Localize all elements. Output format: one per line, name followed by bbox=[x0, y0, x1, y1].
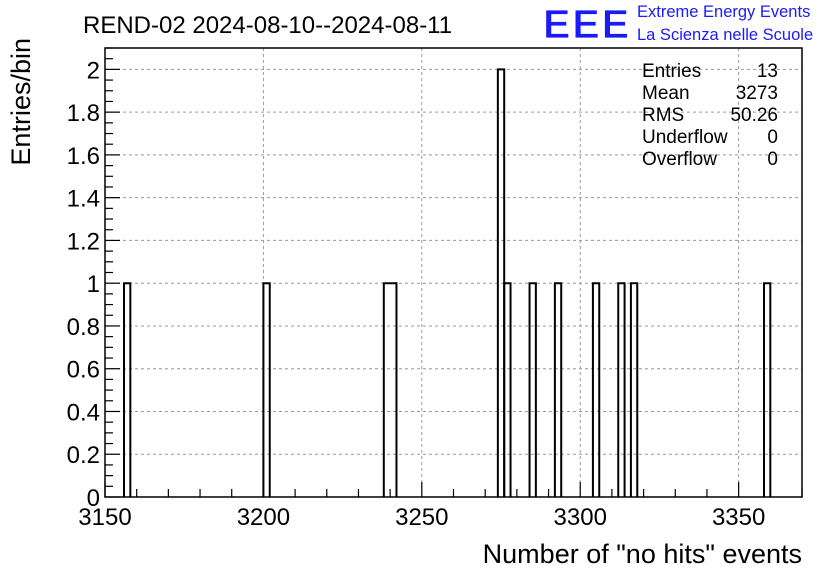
stats-rms-label: RMS bbox=[642, 105, 684, 126]
histogram-bars bbox=[123, 68, 772, 497]
y-tick-label: 1.6 bbox=[67, 143, 100, 170]
axes bbox=[104, 47, 803, 498]
y-tick-label: 0.8 bbox=[67, 314, 100, 341]
y-tick-label: 1 bbox=[87, 271, 100, 298]
histogram-bin bbox=[528, 282, 537, 497]
x-axis-label: Number of "no hits" events bbox=[483, 539, 802, 569]
chart-title: REND-02 2024-08-10--2024-08-11 bbox=[83, 12, 452, 39]
y-tick-label: 0.2 bbox=[67, 442, 100, 469]
stats-entries-value: 13 bbox=[757, 61, 778, 82]
x-tick-label: 3200 bbox=[237, 504, 290, 531]
y-tick-label: 1.4 bbox=[67, 186, 100, 213]
stats-mean-value: 3273 bbox=[736, 83, 778, 104]
histogram-bin bbox=[553, 282, 563, 497]
histogram-bin bbox=[629, 282, 639, 497]
y-tick-label: 0 bbox=[87, 485, 100, 512]
y-axis-label: Entries/bin bbox=[6, 38, 36, 166]
stats-overflow-value: 0 bbox=[767, 149, 778, 170]
eee-logo-mark: EEE bbox=[543, 1, 631, 47]
eee-logo: EEE Extreme Energy Events La Scienza nel… bbox=[543, 1, 814, 48]
x-tick-label: 3250 bbox=[395, 504, 448, 531]
histogram-bin bbox=[262, 282, 271, 497]
stats-box: Entries 13 Mean 3273 RMS 50.26 Underflow… bbox=[642, 61, 778, 170]
grid-lines bbox=[104, 48, 802, 497]
stats-mean-label: Mean bbox=[642, 83, 690, 104]
x-tick-label: 3300 bbox=[554, 504, 607, 531]
y-tick-label: 0.6 bbox=[67, 357, 100, 384]
stats-underflow-label: Underflow bbox=[642, 127, 728, 148]
x-tick-label: 3150 bbox=[78, 504, 131, 531]
x-tick-label: 3350 bbox=[712, 504, 765, 531]
histogram-bin bbox=[123, 282, 132, 497]
y-tick-label: 1.2 bbox=[67, 228, 100, 255]
stats-entries-label: Entries bbox=[642, 61, 701, 82]
stats-overflow-label: Overflow bbox=[642, 149, 717, 170]
logo-line-2: La Scienza nelle Scuole bbox=[637, 26, 813, 44]
y-tick-label: 0.4 bbox=[67, 399, 100, 426]
y-tick-label: 2 bbox=[87, 57, 100, 84]
histogram-bin bbox=[617, 282, 626, 497]
histogram-bin bbox=[762, 282, 772, 497]
logo-line-1: Extreme Energy Events bbox=[637, 3, 810, 21]
stats-underflow-value: 0 bbox=[767, 127, 778, 148]
y-tick-label: 1.8 bbox=[67, 100, 100, 127]
histogram-bin bbox=[382, 282, 398, 497]
stats-rms-value: 50.26 bbox=[730, 105, 778, 126]
tick-labels: 3150 3200 3250 3300 3350 0 0.2 0.4 0.6 0.8 1 1.2 1.4… bbox=[67, 57, 766, 531]
histogram-bin bbox=[503, 282, 512, 497]
histogram-bin bbox=[591, 282, 601, 497]
